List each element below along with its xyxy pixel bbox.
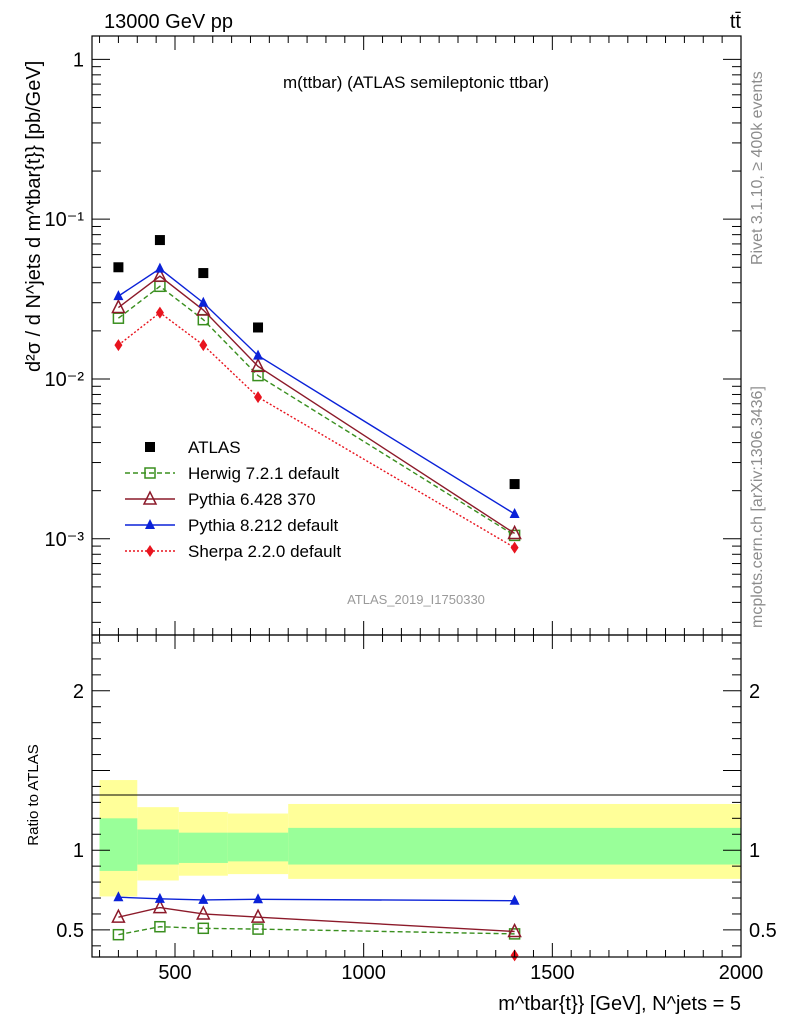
herwig-point xyxy=(112,928,125,941)
pythia6-point xyxy=(111,908,126,923)
pythia6-point xyxy=(250,908,266,923)
legend-marker xyxy=(145,442,155,452)
legend-entry-pythia8: Pythia 8.212 default xyxy=(125,516,339,535)
pythia8-point xyxy=(509,507,520,518)
analysis-tag: ATLAS_2019_I1750330 xyxy=(347,592,485,607)
x-tick-label: 1000 xyxy=(341,962,386,984)
sherpa-point xyxy=(510,541,519,554)
x-tick-label: 2000 xyxy=(719,962,764,984)
atlas-series xyxy=(113,235,520,490)
pythia6-point xyxy=(507,922,522,938)
pythia8-point xyxy=(113,290,124,301)
y-tick-label: 10⁻² xyxy=(45,369,85,391)
uncertainty-band-inner xyxy=(227,832,289,862)
pythia6-point xyxy=(152,898,168,914)
legend-marker xyxy=(145,519,155,529)
pythia8-point xyxy=(154,262,165,273)
legend-marker xyxy=(144,467,156,479)
herwig-point xyxy=(197,922,210,935)
y-tick-label: 10⁻¹ xyxy=(45,209,85,231)
y-tick-label: 2 xyxy=(73,681,84,703)
atlas-point xyxy=(509,479,520,490)
ratio-frame xyxy=(91,634,742,958)
sherpa-line xyxy=(117,311,515,549)
legend-marker xyxy=(142,490,158,505)
atlas-point xyxy=(113,262,124,273)
pythia6-point xyxy=(507,524,522,540)
legend-label: Sherpa 2.2.0 default xyxy=(188,542,341,561)
y-tick-label: 1 xyxy=(73,840,84,862)
legend-label: ATLAS xyxy=(188,438,241,457)
herwig-line xyxy=(117,285,515,536)
legend-label: Herwig 7.2.1 default xyxy=(188,464,339,483)
uncertainty-band-inner xyxy=(99,818,138,871)
pythia8-point xyxy=(113,891,124,902)
legend-entry-atlas: ATLAS xyxy=(145,438,241,457)
legend: ATLAS Herwig 7.2.1 default Pythia 6.428 37… xyxy=(125,438,341,561)
ratio-y-axis-label: Ratio to ATLAS xyxy=(25,744,42,845)
sherpa-point xyxy=(199,339,208,352)
legend-entry-sherpa: Sherpa 2.2.0 default xyxy=(125,542,341,561)
herwig-line xyxy=(118,926,515,936)
herwig-point xyxy=(252,923,264,935)
herwig-series xyxy=(112,920,521,941)
pythia6-point xyxy=(250,357,266,373)
pythia6-series xyxy=(111,898,522,938)
y-tick-label-right: 2 xyxy=(749,681,760,703)
pythia8-point xyxy=(198,893,209,904)
pythia8-series xyxy=(113,891,520,905)
y-tick-label-right: 1 xyxy=(749,840,760,862)
pythia8-point xyxy=(253,349,264,360)
pythia8-series xyxy=(113,262,520,518)
pythia6-series xyxy=(111,267,522,540)
pythia6-point xyxy=(196,905,211,920)
atlas-point xyxy=(198,268,209,279)
atlas-point xyxy=(154,235,165,246)
pythia8-line xyxy=(118,896,515,902)
sherpa-series xyxy=(114,306,519,554)
sherpa-point xyxy=(155,306,164,319)
uncertainty-band-inner xyxy=(288,827,741,865)
legend-label: Pythia 8.212 default xyxy=(188,516,339,535)
pythia8-point xyxy=(509,894,520,905)
y-tick-label: 0.5 xyxy=(56,920,84,942)
legend-entry-pythia6: Pythia 6.428 370 xyxy=(125,490,316,509)
y-tick-label-right: 0.5 xyxy=(749,920,777,942)
rivet-label: Rivet 3.1.10, ≥ 400k events xyxy=(749,71,766,265)
sherpa-point xyxy=(114,339,123,352)
herwig-series xyxy=(112,280,521,542)
main-panel: 1 10⁻¹ 10⁻² 10⁻³ m(ttbar) (ATLAS semilepton… xyxy=(23,35,742,636)
x-tick-label: 1500 xyxy=(530,962,575,984)
ratio-panel: 2 2 1 1 0.5 0.5 500 1000 1500 2000 Ratio to ATLA… xyxy=(25,634,777,1015)
legend-label: Pythia 6.428 370 xyxy=(188,490,316,509)
pythia6-point xyxy=(152,267,168,282)
x-tick-label: 500 xyxy=(158,962,191,984)
legend-marker xyxy=(146,545,154,557)
x-axis-label: m^tbar{t}} [GeV], N^jets = 5 xyxy=(498,993,741,1015)
uncertainty-band-inner xyxy=(137,829,179,865)
main-title: m(ttbar) (ATLAS semileptonic ttbar) xyxy=(283,73,549,92)
y-tick-label: 1 xyxy=(73,49,84,71)
main-y-axis-label: d²σ / d N^jets d m^tbar{t}} [pb/GeV] xyxy=(23,61,45,372)
atlas-point xyxy=(253,322,264,333)
sherpa-point xyxy=(254,391,263,404)
pythia6-point xyxy=(196,301,211,316)
y-tick-label: 10⁻³ xyxy=(45,529,85,551)
collision-label: 13000 GeV pp xyxy=(104,11,233,33)
pythia8-point xyxy=(154,892,165,903)
pythia6-point xyxy=(111,298,126,314)
pythia8-point xyxy=(198,296,209,307)
process-label: tt̄ xyxy=(730,11,742,33)
pythia6-line xyxy=(118,906,515,933)
mcplots-label: mcplots.cern.ch [arXiv:1306.3436] xyxy=(749,386,766,628)
pythia8-point xyxy=(253,893,264,904)
legend-entry-herwig: Herwig 7.2.1 default xyxy=(125,464,339,483)
herwig-point xyxy=(154,920,166,933)
pythia6-line xyxy=(117,275,515,535)
uncertainty-band-inner xyxy=(178,832,228,863)
